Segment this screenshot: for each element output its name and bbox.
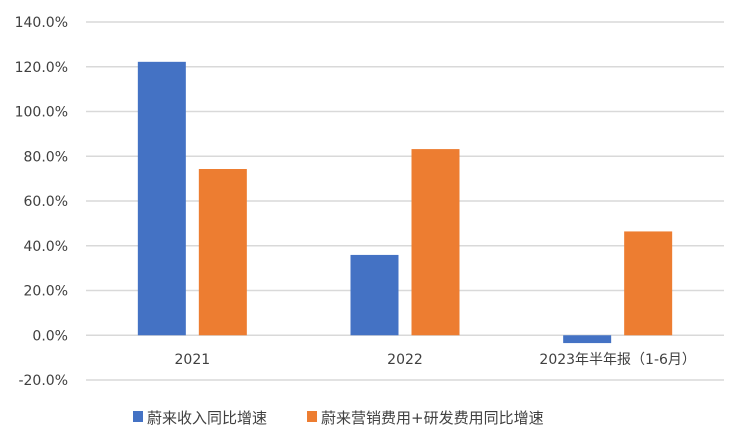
x-tick-label: 2023年半年报（1-6月） (539, 352, 696, 368)
bar-revenue (137, 61, 186, 336)
bar-expense (624, 231, 673, 336)
y-tick-label: 40.0% (24, 239, 68, 255)
x-tick-label: 2022 (387, 352, 423, 368)
y-tick-label: 140.0% (15, 15, 68, 31)
y-tick-label: 80.0% (24, 149, 68, 165)
bar-revenue (350, 254, 399, 336)
y-tick-label: -20.0% (18, 373, 68, 389)
y-tick-label: 0.0% (32, 328, 68, 344)
bar-revenue (563, 335, 612, 344)
x-tick-label: 2021 (175, 352, 211, 368)
y-tick-label: 100.0% (15, 105, 68, 121)
y-tick-label: 60.0% (24, 194, 68, 210)
bar-expense (411, 149, 460, 336)
bar-expense (198, 169, 247, 336)
y-tick-label: 120.0% (15, 60, 68, 76)
legend-swatch (307, 411, 318, 422)
y-tick-label: 20.0% (24, 284, 68, 300)
legend-label: 蔚来收入同比增速 (147, 409, 267, 427)
legend-label: 蔚来营销费用+研发费用同比增速 (321, 409, 544, 427)
legend-swatch (133, 411, 143, 422)
